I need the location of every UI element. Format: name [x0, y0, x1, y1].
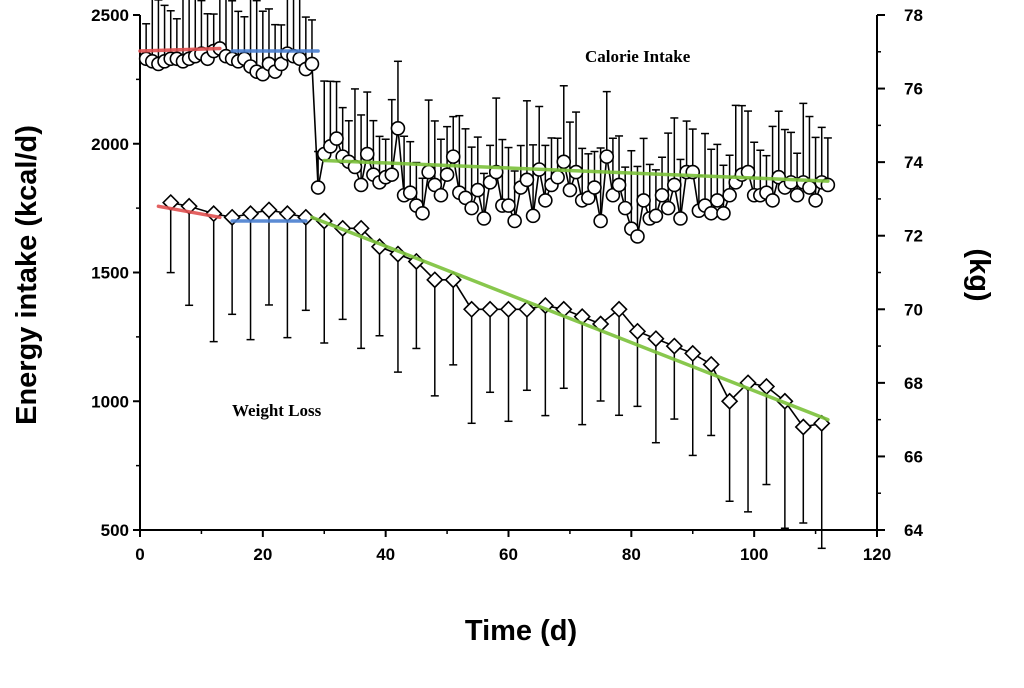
x-tick-label: 100	[740, 545, 768, 564]
calorie-intake-annotation: Calorie Intake	[585, 47, 691, 66]
calorie-intake-point	[722, 187, 737, 203]
calorie-intake-point	[507, 213, 522, 229]
right-y-axis: 64 66 68 70 72 74 76 78	[877, 6, 923, 540]
weight-loss-point	[260, 201, 278, 219]
weight-loss-annotation: Weight Loss	[232, 401, 322, 420]
left-y-tick-label: 500	[101, 521, 129, 540]
weight-loss-point	[647, 330, 665, 348]
calorie-intake-point	[802, 180, 817, 195]
x-tick-label: 20	[253, 545, 272, 564]
calorie-intake-point	[538, 193, 553, 208]
calorie-intake-point	[310, 180, 326, 195]
calorie-intake-point	[611, 177, 627, 193]
calorie-intake-point	[808, 193, 823, 208]
right-y-tick-label: 74	[904, 153, 923, 172]
calorie-intake-point	[716, 205, 731, 221]
calorie-intake-point	[501, 198, 516, 213]
calorie-intake-point	[439, 167, 455, 182]
x-axis: 0 20 40 60 80 100 120	[135, 530, 891, 564]
calorie-intake-point	[710, 193, 725, 208]
trend-lines	[138, 46, 830, 422]
trend-line-calorie-1	[138, 46, 222, 53]
left-y-tick-label: 1000	[91, 392, 129, 411]
right-y-tick-label: 66	[904, 447, 923, 466]
left-y-tick-label: 2500	[91, 6, 129, 25]
weight-loss-point	[241, 205, 260, 223]
calorie-intake-point	[525, 208, 541, 224]
calorie-intake-point	[353, 177, 369, 193]
calorie-intake-point	[593, 213, 608, 229]
left-y-axis: 500 1000 1500 2000 2500	[91, 6, 140, 540]
left-y-tick-label: 2000	[91, 135, 129, 154]
calorie-intake-point	[587, 180, 602, 195]
weight-loss-point	[628, 322, 647, 340]
weight-loss-point	[665, 337, 683, 355]
right-y-tick-label: 72	[904, 227, 923, 246]
weight-loss-point	[278, 205, 297, 223]
calorie-intake-point	[789, 187, 805, 203]
weight-loss-point	[481, 300, 499, 318]
calorie-intake-point	[329, 131, 344, 146]
trend-line-calorie-3	[322, 158, 830, 183]
weight-loss-point	[518, 300, 536, 318]
x-axis-title: Time (d)	[465, 615, 577, 647]
calorie-intake-point	[556, 154, 572, 170]
calorie-intake-point	[421, 164, 436, 180]
calorie-intake-point	[445, 149, 461, 164]
calorie-intake-point	[550, 169, 565, 185]
calorie-intake-point	[636, 193, 651, 208]
right-y-tick-label: 78	[904, 6, 923, 25]
weight-loss-point	[720, 392, 739, 410]
trend-line-weight-1	[156, 204, 222, 220]
x-tick-label: 80	[622, 545, 641, 564]
calorie-intake-point	[703, 205, 719, 221]
weight-loss-point	[684, 344, 702, 363]
data-series	[138, 0, 836, 550]
trend-line-weight-3	[310, 215, 830, 422]
weight-loss-point	[794, 418, 812, 436]
calorie-intake-point	[660, 200, 676, 216]
weight-loss-point	[610, 300, 628, 318]
calorie-intake-point	[390, 121, 406, 136]
weight-loss-point	[499, 300, 518, 318]
weight-loss-point	[702, 355, 720, 374]
calorie-intake-point	[667, 177, 682, 193]
calorie-intake-point	[470, 182, 486, 198]
calorie-intake-point	[384, 167, 400, 182]
calorie-intake-point	[464, 200, 479, 216]
calorie-intake-point	[648, 208, 664, 224]
calorie-intake-point	[599, 149, 615, 164]
calorie-intake-point	[630, 229, 645, 244]
x-tick-label: 120	[863, 545, 891, 564]
calorie-intake-point	[617, 200, 633, 216]
right-y-tick-label: 64	[904, 521, 923, 540]
calorie-intake-point	[519, 172, 535, 188]
right-y-tick-label: 70	[904, 300, 923, 319]
left-y-tick-label: 1500	[91, 264, 129, 283]
right-y-tick-label: 76	[904, 80, 923, 99]
weight-loss-point	[444, 271, 462, 289]
calorie-intake-point	[304, 56, 320, 72]
calorie-intake-point	[673, 211, 688, 226]
weight-loss-point	[463, 300, 481, 318]
x-tick-label: 40	[376, 545, 395, 564]
left-y-axis-title: Energy intake (kcal/d)	[11, 125, 43, 425]
right-y-axis-title: (kg)	[963, 248, 995, 301]
calorie-intake-point	[654, 187, 670, 203]
right-y-tick-label: 68	[904, 374, 923, 393]
x-tick-label: 0	[135, 545, 144, 564]
calorie-intake-point	[765, 193, 780, 208]
calorie-intake-point	[433, 187, 449, 203]
calorie-intake-point	[359, 146, 375, 162]
calorie-intake-point	[562, 182, 578, 198]
calorie-intake-point	[415, 205, 430, 221]
calorie-intake-point	[402, 185, 418, 200]
x-tick-label: 60	[499, 545, 518, 564]
weight-loss-point	[426, 271, 444, 289]
calorie-intake-point	[476, 211, 492, 226]
